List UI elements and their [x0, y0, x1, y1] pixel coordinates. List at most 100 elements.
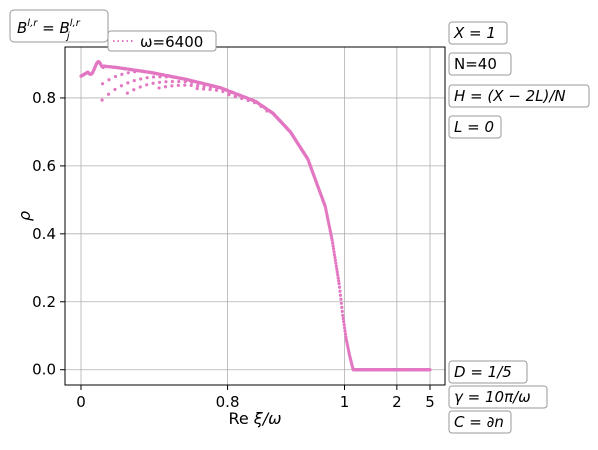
plot-frame [64, 46, 446, 386]
data-point [332, 252, 337, 257]
annotation-n-box [448, 52, 512, 76]
grid-lines [65, 47, 445, 385]
data-point [189, 83, 193, 87]
data-point [331, 247, 336, 251]
data-point [338, 289, 342, 293]
data-point [151, 75, 156, 79]
annotation-b-right-sub: j [65, 31, 70, 42]
annotations-right: X = 1 N=40 H = (X − 2L)/N L = 0 D = 1/5 γ = 1… [448, 21, 590, 434]
y-tick-label: 0.0 [32, 361, 56, 379]
x-tick-label: 1 [340, 393, 350, 411]
legend: ω=6400 [107, 30, 217, 52]
x-ticks: 0 0.8 1 2 5 [76, 385, 435, 411]
data-point [132, 79, 136, 83]
data-point [100, 82, 105, 86]
data-point [120, 72, 124, 76]
data-point [335, 270, 339, 274]
data-point [340, 305, 344, 309]
data-point [336, 273, 340, 277]
annotation-x-box [448, 21, 508, 45]
data-point [100, 98, 104, 102]
data-point [183, 83, 187, 87]
x-tick-label: 2 [392, 393, 402, 411]
data-point [113, 74, 118, 79]
data-point [170, 79, 174, 84]
data-point [341, 313, 345, 317]
data-point [157, 86, 161, 90]
y-ticks: 0.0 0.2 0.4 0.6 0.8 [32, 89, 65, 379]
x-axis-label-xi: ξ/ω [253, 409, 282, 428]
x-tick-label: 0 [76, 393, 86, 411]
data-point [157, 80, 162, 84]
data-point [138, 85, 142, 89]
data-point [337, 285, 342, 289]
data-point [145, 76, 149, 80]
data-point [344, 335, 348, 339]
legend-label: ω=6400 [140, 33, 203, 51]
data-point [340, 309, 344, 313]
data-point [107, 78, 111, 82]
data-point [106, 92, 111, 96]
data-point [334, 261, 338, 265]
annotation-d-box [448, 360, 528, 384]
data-point [163, 85, 168, 89]
data-point [337, 282, 341, 286]
annotation-b-left-sup: l,r [27, 18, 38, 29]
annotation-c: C = ∂n [454, 413, 504, 431]
y-tick-label: 0.4 [32, 225, 56, 243]
data-point [339, 301, 343, 305]
data-point [343, 329, 347, 333]
annotation-l-box [448, 115, 502, 139]
data-point [334, 264, 338, 268]
data-point [342, 320, 346, 324]
data-point [339, 297, 343, 301]
data-point [341, 316, 345, 321]
data-point [342, 323, 346, 327]
annotation-b-right-sup: l,r [70, 18, 81, 29]
data-point [337, 279, 341, 283]
data-point [331, 241, 335, 245]
y-tick-label: 0.8 [32, 89, 56, 107]
data-point [139, 77, 143, 81]
annotation-h: H = (X − 2L)/N [454, 87, 566, 105]
annotation-gamma: γ = 10π/ω [454, 388, 531, 406]
data-point [176, 83, 180, 87]
x-tick-label: 5 [425, 393, 435, 411]
data-point [336, 276, 340, 280]
annotation-top-left: Bl,r = Bl,r j [9, 9, 109, 43]
y-tick-label: 0.6 [32, 157, 56, 175]
x-axis-label: Re ξ/ω [228, 409, 281, 428]
data-point [195, 87, 199, 91]
data-point [335, 267, 339, 271]
annotation-h-box [448, 84, 590, 108]
annotation-c-box [448, 410, 512, 434]
data-point [125, 91, 129, 95]
data-point [342, 326, 347, 330]
data-point [126, 71, 130, 75]
data-point [333, 255, 337, 260]
data-point [126, 81, 130, 85]
data-point [151, 81, 155, 85]
data-point [113, 87, 117, 92]
data-point [145, 83, 149, 87]
data-points [79, 60, 432, 372]
x-tick-label: 0.8 [216, 393, 240, 411]
annotation-equals: = [37, 19, 59, 37]
data-point [333, 258, 337, 262]
data-point [330, 238, 334, 242]
data-point [119, 84, 124, 88]
data-point [202, 87, 206, 91]
y-axis-label: ρ [15, 211, 34, 221]
annotation-b-right: B [59, 19, 69, 37]
data-point [331, 244, 335, 248]
data-point [338, 293, 343, 297]
x-axis-label-re: Re [228, 409, 253, 428]
annotation-box [9, 9, 109, 43]
data-point [428, 368, 432, 372]
annotation-l: L = 0 [454, 118, 494, 136]
annotation-b-left: B [17, 19, 27, 37]
data-point [170, 84, 174, 88]
legend-box [107, 30, 217, 52]
